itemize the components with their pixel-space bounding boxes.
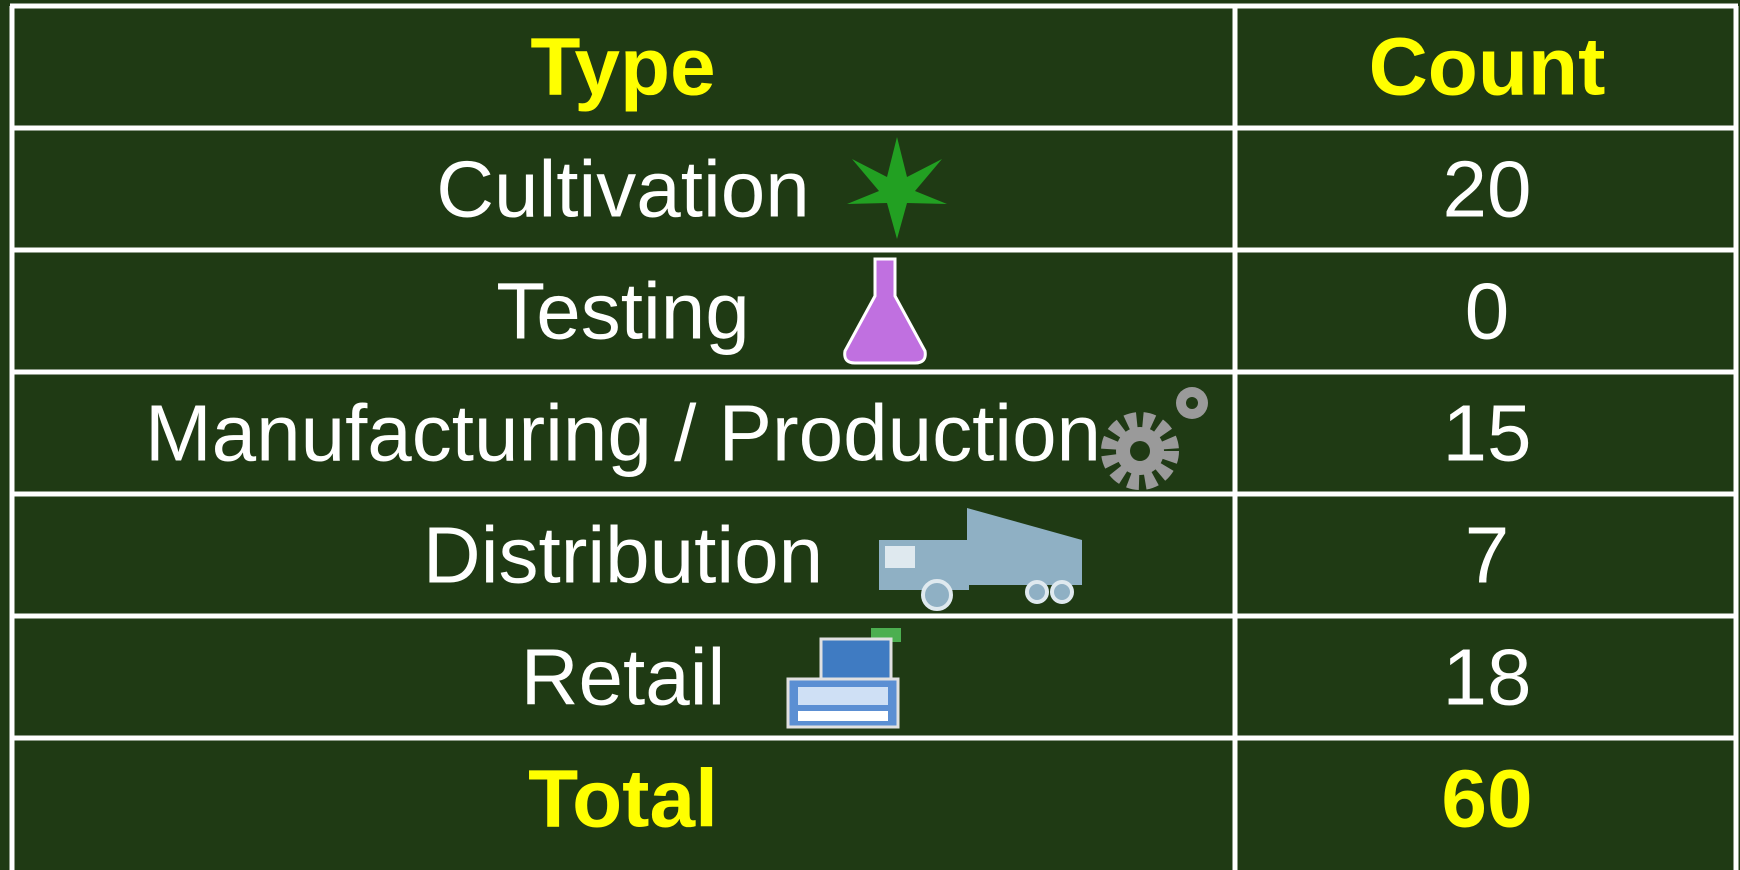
total-label: Total	[528, 754, 718, 845]
header-cell: Type	[530, 22, 715, 113]
table-slide: Type Count Cultivation 20 Testing 0 Manufactur…	[0, 0, 1740, 870]
type-cell: Manufacturing / Production	[145, 389, 1101, 478]
count-cell: 15	[1443, 389, 1532, 478]
count-cell: 0	[1465, 267, 1510, 356]
count-cell: 7	[1465, 511, 1510, 600]
total-value: 60	[1441, 754, 1532, 845]
count-cell: 18	[1443, 633, 1532, 722]
type-cell: Retail	[521, 633, 726, 722]
type-cell: Distribution	[423, 511, 823, 600]
type-cell: Testing	[496, 267, 749, 356]
type-cell: Cultivation	[436, 145, 810, 234]
header-cell: Count	[1369, 22, 1606, 113]
count-cell: 20	[1443, 145, 1532, 234]
